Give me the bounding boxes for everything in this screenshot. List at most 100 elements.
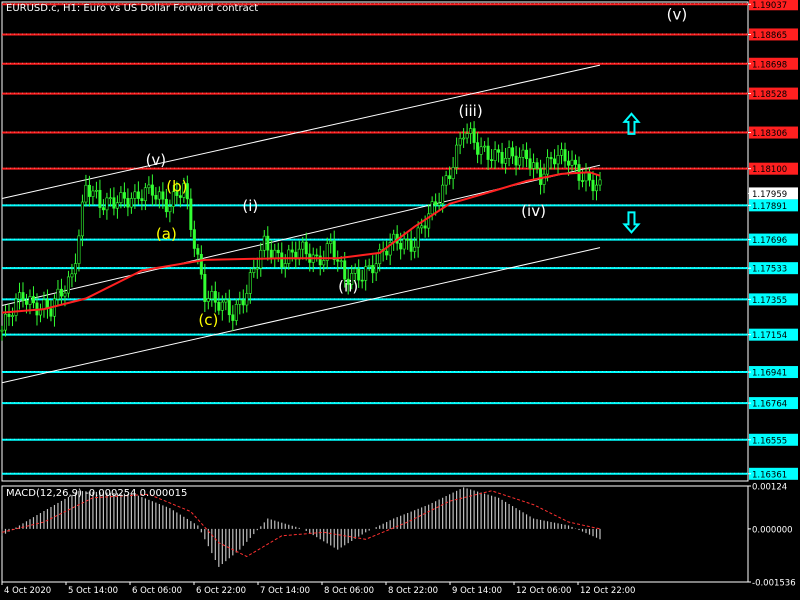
- down-arrow-icon: [622, 211, 641, 234]
- wave-label: (c): [198, 311, 218, 329]
- candle-body: [304, 241, 308, 255]
- candle-body: [175, 191, 179, 196]
- price-tag: [749, 57, 798, 70]
- candle-body: [168, 206, 172, 213]
- candle-body: [227, 299, 231, 316]
- candle-body: [126, 198, 130, 208]
- candle-body: [479, 146, 483, 155]
- candle-body: [591, 179, 595, 192]
- candle-body: [84, 184, 88, 203]
- price-tick-label: 1.17891: [752, 202, 787, 212]
- wave-label: (b): [166, 177, 187, 195]
- candle-body: [598, 179, 602, 186]
- candle-body: [318, 255, 322, 266]
- candle-body: [409, 239, 413, 252]
- price-tick-label: 1.16555: [752, 436, 787, 446]
- candle-body: [80, 201, 84, 237]
- price-tag: [749, 87, 798, 100]
- candle-body: [574, 159, 578, 165]
- candle-body: [581, 180, 585, 182]
- wave-label: (ii): [338, 278, 358, 296]
- price-tick-label: 1.16941: [752, 369, 787, 379]
- candle-body: [500, 152, 504, 164]
- candle-body: [546, 157, 550, 175]
- candle-body: [434, 201, 438, 206]
- candle-body: [77, 235, 81, 264]
- candle-body: [178, 195, 182, 198]
- candle-body: [280, 252, 284, 268]
- time-tick-label: 6 Oct 22:00: [196, 586, 246, 596]
- candle-body: [255, 267, 259, 270]
- channel-line: [1, 247, 601, 384]
- candle-body: [199, 254, 203, 275]
- candle-body: [213, 291, 217, 303]
- candle-body: [122, 192, 126, 199]
- candle-body: [3, 313, 7, 331]
- price-tick-label: 1.18100: [752, 165, 787, 175]
- candle-body: [119, 192, 123, 204]
- wave-label: (iv): [521, 202, 546, 220]
- candle-body: [399, 242, 403, 250]
- candle-body: [192, 229, 196, 249]
- candle-body: [472, 128, 476, 143]
- price-tag: [749, 28, 798, 41]
- wave-label: (v): [146, 151, 167, 169]
- candle-body: [220, 301, 224, 311]
- candle-body: [595, 184, 599, 192]
- candle-body: [570, 159, 574, 166]
- candle-body: [374, 263, 378, 274]
- time-tick-label: 5 Oct 14:00: [68, 586, 118, 596]
- price-tag: [749, 262, 798, 275]
- price-tag: [749, 187, 798, 200]
- candle-body: [325, 243, 329, 261]
- candle-body: [171, 191, 175, 207]
- candles-group: [0, 121, 602, 341]
- price-tag: [749, 233, 798, 246]
- price-tick-label: 1.16361: [752, 470, 787, 480]
- candle-body: [385, 250, 389, 256]
- candle-body: [56, 288, 60, 300]
- candle-body: [339, 260, 343, 263]
- candle-body: [24, 300, 28, 305]
- candle-body: [315, 254, 319, 257]
- candle-body: [364, 266, 368, 281]
- candle-body: [504, 158, 508, 164]
- price-tag: [749, 293, 798, 306]
- time-tick-label: 8 Oct 06:00: [324, 586, 374, 596]
- candle-body: [108, 197, 112, 199]
- candle-body: [458, 137, 462, 146]
- candle-body: [490, 159, 494, 161]
- candle-body: [206, 298, 210, 302]
- candle-body: [14, 298, 18, 316]
- wave-label: (iii): [458, 102, 482, 120]
- candle-body: [497, 149, 501, 153]
- price-tick-label: 1.17696: [752, 236, 787, 246]
- candle-body: [42, 299, 46, 310]
- candle-body: [528, 158, 532, 169]
- time-tick-label: 9 Oct 14:00: [452, 586, 502, 596]
- candle-body: [353, 268, 357, 274]
- candle-body: [451, 167, 455, 180]
- candle-body: [563, 149, 567, 162]
- candle-body: [101, 207, 105, 211]
- candle-body: [63, 292, 67, 297]
- macd-tick-label: 0.00124: [752, 483, 787, 493]
- candle-body: [444, 175, 448, 186]
- price-tick-label: 1.17154: [752, 331, 787, 341]
- candle-body: [21, 292, 25, 302]
- candle-body: [486, 145, 490, 160]
- price-tick-label: 1.18698: [752, 60, 787, 70]
- candle-body: [378, 249, 382, 265]
- moving-average-line: [1, 171, 601, 314]
- candle-body: [133, 191, 137, 199]
- channel-line: [1, 64, 601, 200]
- up-arrow-icon: [622, 112, 641, 135]
- candle-body: [367, 265, 371, 267]
- candle-body: [115, 202, 119, 209]
- candle-body: [556, 155, 560, 165]
- candle-body: [448, 175, 452, 180]
- price-tick-label: 1.18306: [752, 129, 787, 139]
- candle-body: [112, 197, 116, 209]
- price-tick-label: 1.16764: [752, 400, 787, 410]
